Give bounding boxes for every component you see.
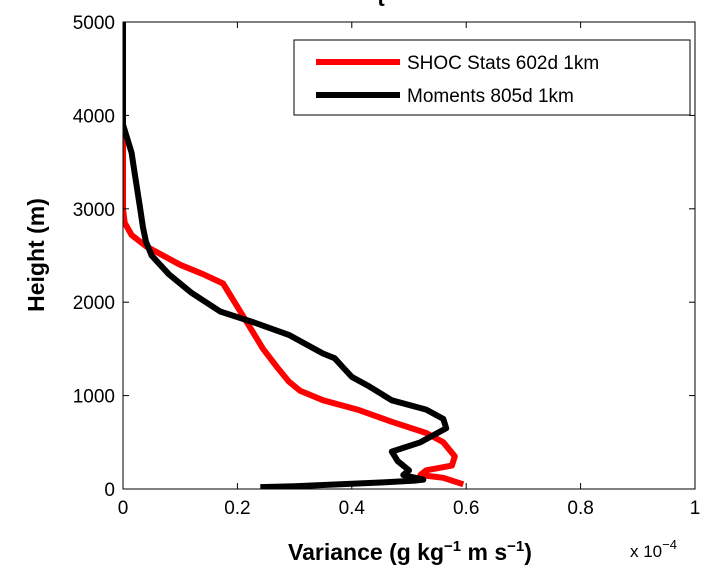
legend-label-moments: Moments 805d 1km bbox=[407, 86, 574, 107]
series-line-0 bbox=[123, 134, 465, 488]
y-tick-label: 0 bbox=[104, 480, 115, 501]
y-tick-label: 3000 bbox=[73, 200, 115, 221]
x-label-sup1: −1 bbox=[444, 538, 461, 555]
exp-prefix: x 10 bbox=[630, 542, 662, 561]
x-tick-label: 0.4 bbox=[339, 498, 366, 519]
x-tick-label: 1 bbox=[690, 498, 701, 519]
legend-label-shoc: SHOC Stats 602d 1km bbox=[407, 53, 599, 74]
plot-area-frame bbox=[122, 21, 696, 490]
x-axis-label: Variance (g kg−1 m s−1) bbox=[288, 538, 532, 565]
exp-power: −4 bbox=[662, 537, 677, 552]
x-tick-label: 0 bbox=[118, 498, 129, 519]
x-label-mid: m s bbox=[461, 539, 507, 565]
y-axis-label: Height (m) bbox=[23, 198, 49, 312]
x-axis-exponent: x 10−4 bbox=[630, 537, 677, 561]
y-tick-label: 2000 bbox=[73, 293, 115, 314]
series-layer bbox=[123, 22, 465, 489]
y-tick-label: 1000 bbox=[73, 387, 115, 408]
chart-title: t bbox=[377, 0, 385, 11]
x-label-sup2: −1 bbox=[507, 538, 524, 555]
x-tick-label: 0.8 bbox=[567, 498, 593, 519]
y-tick-label: 4000 bbox=[73, 106, 115, 127]
series-line-1 bbox=[123, 22, 450, 489]
y-tick-label: 5000 bbox=[73, 13, 115, 34]
axis-ticks: 0 0.2 0.4 0.6 0.8 1 0 1000 2000 3000 4000 5000 bbox=[73, 13, 701, 519]
x-label-main: Variance (g kg bbox=[288, 539, 444, 565]
x-label-end: ) bbox=[524, 539, 532, 565]
x-tick-label: 0.2 bbox=[224, 498, 250, 519]
x-tick-label: 0.6 bbox=[453, 498, 479, 519]
legend: SHOC Stats 602d 1km Moments 805d 1km bbox=[293, 39, 691, 116]
legend-box bbox=[293, 39, 691, 116]
